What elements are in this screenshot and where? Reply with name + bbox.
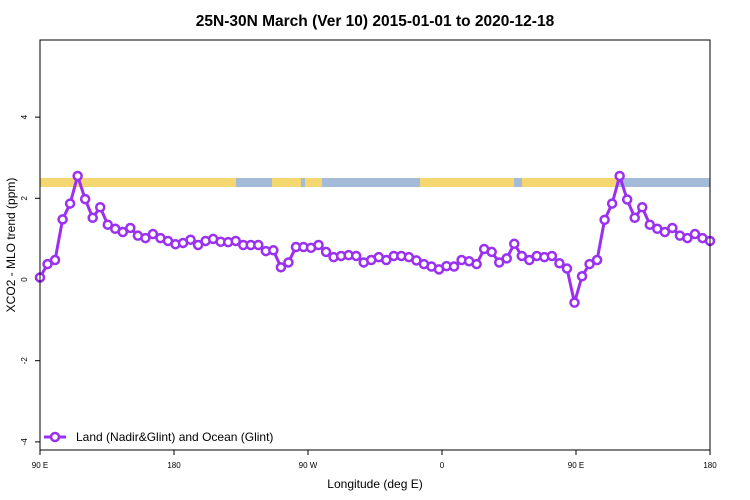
data-point	[569, 297, 580, 308]
data-point	[546, 250, 558, 262]
data-point	[192, 239, 204, 251]
y-tick-label: 2	[20, 196, 29, 201]
data-point	[57, 214, 68, 225]
y-axis: -4 -2 0 2 4	[20, 114, 40, 445]
data-point	[140, 232, 151, 244]
data-point	[614, 170, 625, 182]
x-axis-label: Longitude (deg E)	[327, 477, 422, 491]
data-point	[471, 258, 482, 270]
data-point	[268, 245, 279, 256]
x-tick-label: 0	[440, 461, 445, 470]
ocean-band	[40, 178, 710, 187]
data-point	[591, 254, 603, 266]
data-point	[320, 246, 332, 258]
data-point	[117, 226, 129, 238]
data-point	[87, 212, 98, 224]
y-tick-label: -2	[20, 357, 29, 365]
data-point	[283, 257, 294, 268]
x-tick-label: 90 W	[299, 461, 318, 470]
data-point	[516, 250, 528, 262]
legend: Land (Nadir&Glint) and Ocean (Glint)	[44, 430, 273, 444]
data-point	[667, 222, 678, 234]
data-point	[493, 257, 505, 268]
data-point	[72, 170, 83, 182]
data-point	[381, 254, 392, 266]
chart-title: 25N-30N March (Ver 10) 2015-01-01 to 202…	[196, 13, 555, 30]
data-point	[275, 262, 287, 273]
data-point	[64, 198, 76, 209]
data-point	[350, 250, 362, 262]
data-point	[629, 212, 640, 224]
data-point	[94, 201, 106, 213]
data-point	[102, 219, 114, 230]
x-tick-label: 180	[167, 461, 181, 470]
land-band-segment	[305, 178, 322, 187]
data-point	[636, 201, 648, 213]
data-point	[509, 238, 520, 250]
data-point	[486, 246, 497, 258]
x-axis: 90 E 180 90 W 0 90 E 180	[32, 450, 717, 470]
y-axis-label: XCO2 - MLO trend (ppm)	[4, 178, 18, 313]
data-point	[584, 258, 595, 270]
land-band-segment	[272, 178, 301, 187]
data-point	[313, 239, 324, 251]
data-point	[524, 254, 535, 266]
data-point	[448, 261, 460, 272]
data-point	[501, 253, 512, 264]
y-tick-label: 0	[20, 277, 29, 282]
legend-marker	[49, 431, 61, 443]
data-point	[554, 258, 565, 269]
data-point	[147, 228, 159, 240]
data-point	[49, 254, 61, 266]
land-band-segment	[40, 178, 236, 187]
x-tick-label: 90 E	[32, 461, 48, 470]
y-tick-label: 4	[20, 114, 29, 119]
plot-frame	[39, 39, 711, 451]
data-point	[253, 239, 264, 251]
data-point	[599, 214, 610, 226]
data-point	[42, 258, 53, 270]
land-band-segment	[522, 178, 618, 187]
data-point	[230, 235, 241, 247]
data-point	[125, 222, 136, 234]
data-point	[561, 263, 573, 274]
data-point	[682, 232, 693, 244]
data-point	[185, 234, 196, 245]
data-point	[621, 194, 633, 205]
land-ocean-band	[40, 178, 710, 187]
data-point	[576, 271, 588, 282]
data-point	[644, 219, 656, 230]
x-tick-label: 180	[703, 461, 717, 470]
land-band-segment	[420, 178, 514, 187]
y-tick-label: -4	[20, 438, 29, 446]
data-point	[659, 226, 671, 238]
legend-label: Land (Nadir&Glint) and Ocean (Glint)	[76, 430, 273, 444]
data-point	[79, 193, 91, 205]
data-point	[689, 228, 701, 240]
series-points	[34, 170, 716, 308]
data-point	[606, 198, 618, 209]
x-tick-label: 90 E	[568, 461, 584, 470]
